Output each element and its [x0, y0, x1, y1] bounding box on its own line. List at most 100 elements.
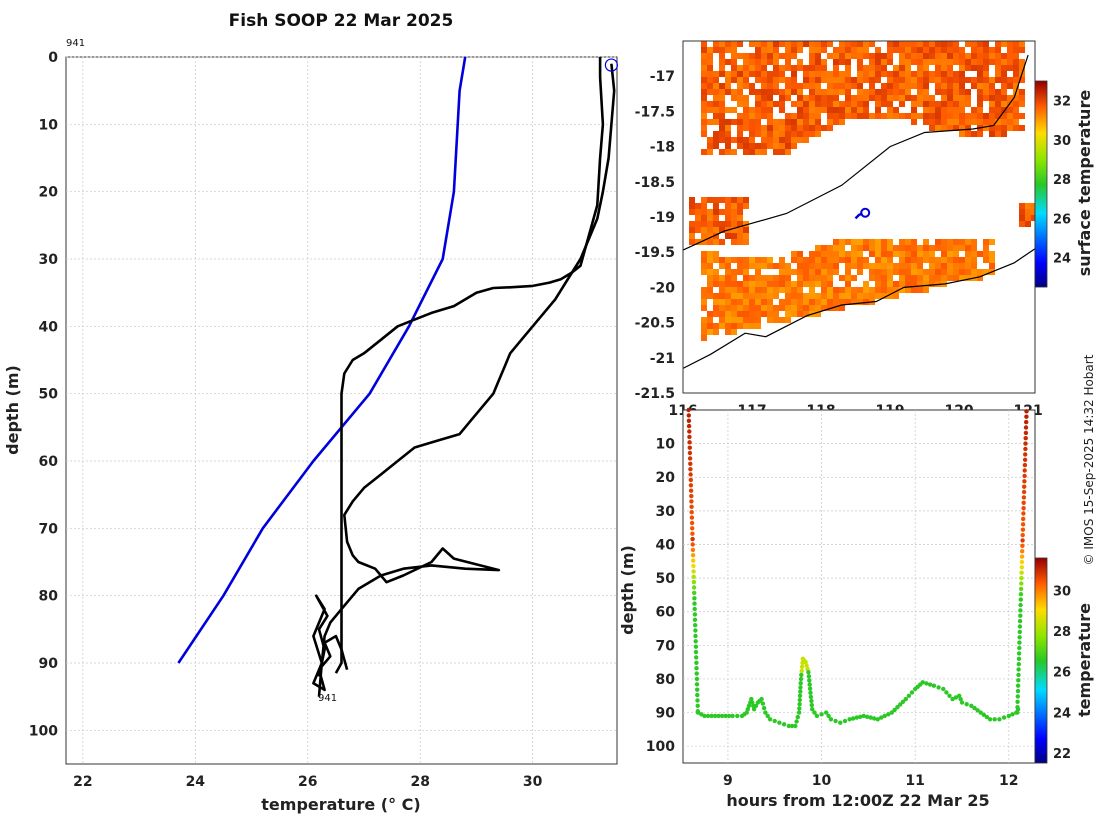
map-sst-cell	[809, 299, 815, 305]
map-sst-cell	[719, 311, 725, 317]
map-sst-cell	[797, 305, 803, 311]
map-sst-cell	[1013, 101, 1019, 107]
map-colorbar-band	[1035, 166, 1047, 168]
time-depth-point	[795, 714, 800, 720]
time-depth-colorbar-band	[1035, 579, 1047, 581]
map-sst-cell	[767, 317, 773, 323]
map-sst-cell	[899, 89, 905, 95]
map-sst-cell	[833, 47, 839, 53]
map-sst-cell	[809, 65, 815, 71]
map-colorbar-band	[1035, 202, 1047, 204]
time-depth-point	[1017, 629, 1022, 635]
time-depth-point	[693, 649, 699, 655]
map-colorbar-band	[1035, 272, 1047, 274]
map-sst-cell	[695, 239, 701, 245]
map-sst-cell	[749, 137, 755, 143]
map-sst-cell	[785, 41, 791, 47]
map-sst-cell	[719, 125, 725, 131]
map-colorbar-band	[1035, 91, 1047, 93]
time-depth-point	[842, 718, 848, 724]
time-depth-point	[828, 717, 834, 722]
time-depth-colorbar-band	[1035, 644, 1047, 646]
time-depth-colorbar-band	[1035, 602, 1047, 604]
map-sst-cell	[701, 89, 707, 95]
map-sst-cell	[857, 59, 863, 65]
map-sst-cell	[1031, 209, 1037, 215]
map-sst-cell	[905, 83, 911, 89]
map-sst-cell	[791, 125, 797, 131]
map-colorbar-band	[1035, 252, 1047, 254]
map-colorbar-band	[1035, 196, 1047, 198]
map-sst-cell	[887, 275, 893, 281]
time-depth-colorbar-band	[1035, 656, 1047, 658]
map-sst-cell	[959, 275, 965, 281]
map-sst-cell	[791, 299, 797, 305]
map-colorbar-band	[1035, 153, 1047, 155]
map-sst-cell	[971, 239, 977, 245]
map-colorbar-band	[1035, 188, 1047, 190]
map-sst-cell	[935, 71, 941, 77]
map-colorbar-band	[1035, 137, 1047, 139]
map-sst-cell	[821, 305, 827, 311]
time-depth-colorbar-frame	[1034, 557, 1048, 764]
map-sst-cell	[965, 77, 971, 83]
time-depth-colorbar-band	[1035, 687, 1047, 689]
map-sst-cell	[689, 227, 695, 233]
map-sst-cell	[905, 257, 911, 263]
map-sst-cell	[785, 305, 791, 311]
map-sst-cell	[899, 41, 905, 47]
map-sst-cell	[809, 77, 815, 83]
map-sst-cell	[725, 41, 731, 47]
map-sst-cell	[959, 89, 965, 95]
time-depth-point	[1019, 575, 1024, 581]
time-depth-colorbar-band	[1035, 608, 1047, 610]
map-sst-cell	[719, 107, 725, 113]
time-depth-point	[903, 696, 908, 702]
time-depth-colorbar-band	[1035, 717, 1047, 719]
map-sst-cell	[917, 263, 923, 269]
map-sst-cell	[737, 203, 743, 209]
map-sst-cell	[821, 245, 827, 251]
map-sst-cell	[707, 317, 713, 323]
map-sst-cell	[965, 257, 971, 263]
time-depth-colorbar-band	[1035, 563, 1047, 565]
map-sst-cell	[893, 263, 899, 269]
map-sst-cell	[725, 257, 731, 263]
map-colorbar-band	[1035, 116, 1047, 118]
map-sst-cell	[749, 287, 755, 293]
map-sst-cell	[839, 251, 845, 257]
map-sst-cell	[719, 101, 725, 107]
map-colorbar-band	[1035, 173, 1047, 175]
time-depth-colorbar-band	[1035, 586, 1047, 588]
map-sst-cell	[1007, 77, 1013, 83]
map-sst-cell	[767, 53, 773, 59]
map-sst-cell	[797, 125, 803, 131]
map-sst-cell	[767, 77, 773, 83]
time-depth-colorbar-band	[1035, 737, 1047, 739]
time-depth-colorbar-band	[1035, 696, 1047, 698]
map-sst-cell	[713, 95, 719, 101]
map-sst-cell	[755, 305, 761, 311]
time-depth-colorbar-band	[1035, 754, 1047, 756]
map-sst-cell	[965, 65, 971, 71]
map-colorbar-band	[1035, 139, 1047, 141]
map-sst-cell	[983, 269, 989, 275]
map-sst-cell	[989, 113, 995, 119]
time-depth-colorbar-band	[1035, 762, 1047, 764]
time-depth-y-tick-label: 80	[656, 672, 676, 688]
map-sst-cell	[929, 245, 935, 251]
time-depth-colorbar-band	[1035, 760, 1047, 762]
map-sst-cell	[983, 65, 989, 71]
map-sst-cell	[725, 203, 731, 209]
time-depth-colorbar-band	[1035, 590, 1047, 592]
time-depth-colorbar-band	[1035, 620, 1047, 622]
time-depth-colorbar-band	[1035, 568, 1047, 570]
map-sst-cell	[905, 239, 911, 245]
figure-title: Fish SOOP 22 Mar 2025	[229, 11, 454, 31]
map-sst-cell	[731, 329, 737, 335]
time-depth-point	[709, 713, 714, 719]
map-sst-cell	[881, 101, 887, 107]
time-depth-point	[1006, 713, 1011, 719]
map-colorbar-band	[1035, 254, 1047, 256]
time-depth-colorbar-band	[1035, 626, 1047, 628]
